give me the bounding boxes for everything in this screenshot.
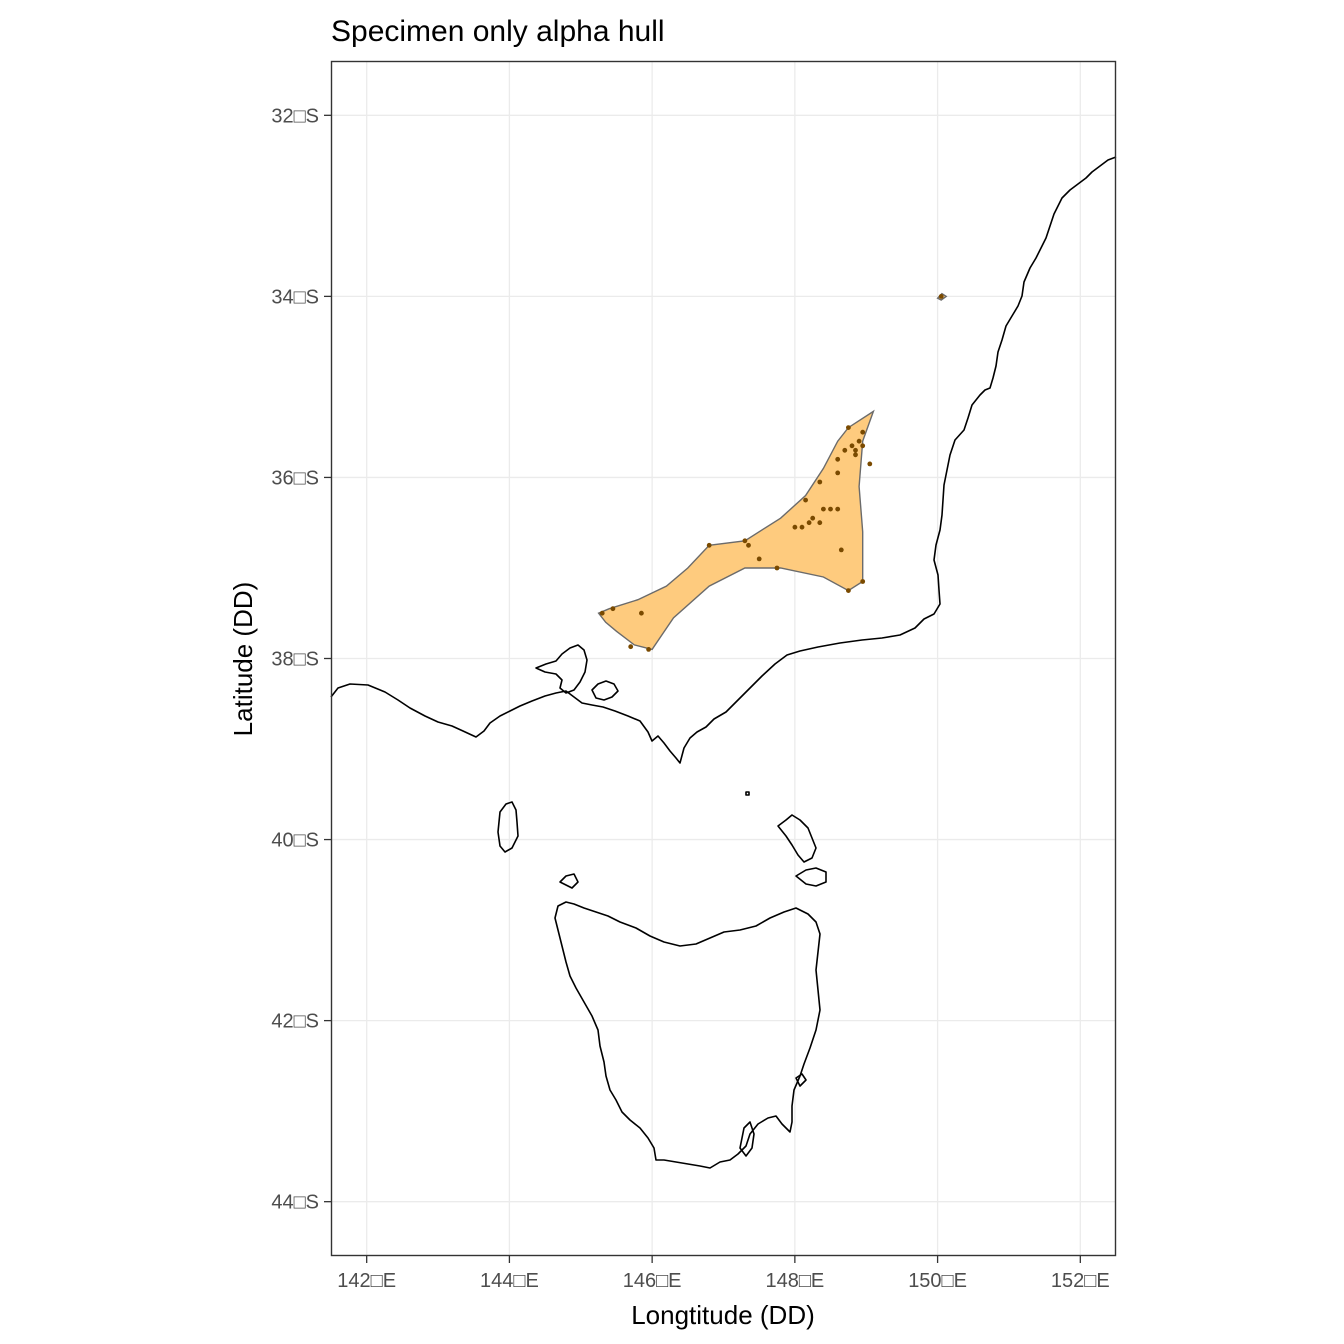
specimen-point: [803, 497, 808, 503]
specimen-point: [599, 610, 605, 616]
three-hummock-island-coastline: [559, 873, 579, 889]
specimen-point: [742, 538, 748, 544]
y-tick-label: 32□S: [271, 105, 319, 127]
x-tick-label: 150□E: [908, 1270, 967, 1292]
specimen-point: [646, 647, 651, 652]
x-tick-label: 146□E: [623, 1270, 682, 1292]
x-tick-label: 148□E: [765, 1270, 824, 1292]
x-tick-label: 152□E: [1051, 1270, 1110, 1292]
specimen-point: [860, 429, 866, 435]
specimen-point: [835, 506, 841, 512]
specimen-point: [756, 556, 762, 562]
coastline-layer: [330, 156, 1117, 1169]
cape-barren-island-coastline: [795, 867, 827, 887]
specimen-point: [938, 294, 944, 299]
specimen-point: [817, 479, 823, 485]
maria-island-coastline: [795, 1073, 807, 1087]
x-tick-label: 142□E: [337, 1270, 396, 1292]
flinders-island-coastline: [777, 814, 817, 863]
specimen-point: [856, 438, 862, 444]
y-axis-title: Latitude (DD): [228, 582, 258, 737]
specimen-point: [853, 452, 858, 458]
specimen-point: [846, 425, 851, 430]
bruny-island-coastline: [739, 1121, 755, 1157]
y-tick-label: 34□S: [271, 286, 319, 308]
y-tick-label: 40□S: [271, 830, 319, 852]
y-tick-label: 38□S: [271, 649, 319, 671]
specimen-point: [860, 579, 866, 584]
specimen-point: [835, 456, 841, 462]
specimen-point: [849, 443, 855, 449]
specimen-point: [867, 461, 873, 467]
specimen-point: [821, 506, 826, 512]
x-axis-title: Longtitude (DD): [631, 1300, 815, 1330]
western-port-coastline: [591, 680, 619, 701]
specimen-point: [639, 610, 644, 616]
alpha-hull-polygon: [597, 409, 875, 651]
grid-lines: [331, 61, 1116, 1256]
x-tick-label: 144□E: [480, 1270, 539, 1292]
specimen-point: [799, 524, 805, 530]
mainland-coastline: [330, 156, 1117, 764]
tasmania-coastline: [554, 901, 821, 1169]
specimen-point: [792, 524, 798, 530]
king-island-coastline: [497, 801, 519, 853]
axis-ticks: 142□E 144□E 146□E 148□E 150□E 152□E 32□S 34□S 36…: [271, 105, 1109, 1292]
specimen-point: [860, 443, 866, 449]
y-tick-label: 44□S: [271, 1192, 319, 1214]
specimen-point: [838, 547, 844, 553]
specimen-point: [853, 447, 858, 453]
alpha-hull-layer: [597, 292, 948, 651]
specimen-points-layer: [599, 294, 944, 652]
map-title: Specimen only alpha hull: [331, 15, 665, 48]
rodondo-island-coastline: [745, 791, 750, 796]
specimen-point: [746, 542, 751, 548]
specimen-point: [828, 506, 833, 512]
y-tick-label: 42□S: [271, 1011, 319, 1033]
y-tick-label: 36□S: [271, 467, 319, 489]
port-phillip-coastline: [535, 644, 588, 694]
plot-panel-border: [330, 60, 1117, 1257]
specimen-point: [817, 520, 823, 526]
specimen-point: [774, 565, 780, 571]
specimen-point: [835, 470, 841, 476]
specimen-point: [810, 515, 816, 521]
specimen-point: [610, 606, 616, 612]
specimen-point: [706, 542, 712, 548]
specimen-point: [628, 644, 634, 650]
specimen-point: [806, 520, 812, 526]
specimen-point: [846, 588, 851, 593]
specimen-point: [842, 447, 848, 453]
